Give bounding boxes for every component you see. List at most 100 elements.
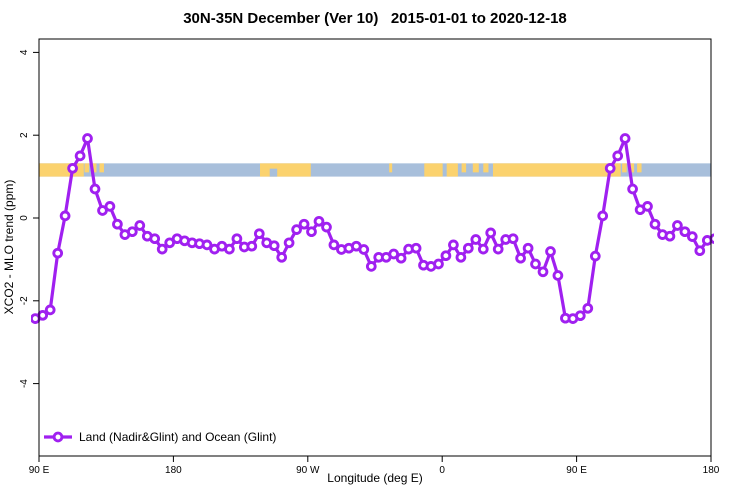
data-point [477, 243, 489, 255]
band-land-segment [446, 163, 458, 177]
data-point [537, 266, 549, 278]
data-point [440, 250, 452, 262]
x-tick-label: 90 W [296, 465, 320, 476]
data-point [358, 244, 370, 255]
data-point [455, 251, 467, 263]
data-point [522, 242, 534, 254]
data-point [552, 270, 564, 281]
data-point [126, 226, 138, 238]
band-land-speckle [483, 163, 489, 173]
series-layer [31, 133, 714, 324]
data-point [545, 246, 556, 257]
band-land-speckle [622, 163, 627, 173]
x-tick-label: 180 [703, 465, 720, 476]
data-point [253, 228, 265, 240]
data-point [612, 150, 624, 162]
band-land-segment [492, 163, 621, 177]
x-tick-label: 90 E [566, 465, 587, 476]
plot-frame [38, 38, 712, 457]
data-point [395, 252, 407, 264]
data-point [627, 183, 638, 195]
data-point [67, 162, 78, 174]
chart-title: 30N-35N December (Ver 10) 2015-01-01 to … [183, 10, 567, 27]
data-point [709, 233, 714, 245]
band-land-segment [424, 163, 443, 177]
band-land-speckle [389, 163, 393, 173]
data-point [313, 215, 325, 227]
data-point [149, 233, 161, 245]
data-point [59, 210, 71, 222]
data-point [89, 183, 101, 195]
band-land-speckle [99, 163, 104, 173]
band-land-speckle [92, 163, 97, 173]
y-tick-label: 2 [19, 132, 30, 138]
data-point [470, 234, 482, 245]
data-point [82, 133, 93, 144]
data-point [433, 258, 444, 270]
band-land-speckle [472, 163, 479, 173]
data-point [298, 218, 310, 230]
data-point [582, 302, 594, 314]
data-point [321, 221, 332, 233]
data-point [201, 239, 213, 251]
data-point [291, 224, 302, 235]
band-land-speckle [637, 163, 642, 173]
axes-layer: 90 E 180 90 W 0 90 E 180 -4 -2 0 2 4 [19, 38, 720, 476]
band-land-speckle [84, 163, 90, 173]
data-point [52, 247, 64, 259]
data-point [276, 251, 288, 263]
data-point [694, 245, 706, 257]
data-point [462, 242, 474, 254]
data-point [597, 210, 609, 222]
data-point [365, 261, 377, 272]
data-point [672, 220, 683, 231]
data-point [268, 240, 280, 252]
data-point [485, 227, 497, 239]
band-land-speckle [629, 163, 635, 173]
data-point [642, 201, 653, 212]
y-axis-label: XCO2 - MLO trend (ppm) [2, 180, 16, 315]
data-point [530, 258, 541, 270]
band-land-segment [260, 163, 311, 177]
data-point [649, 218, 661, 230]
x-tick-label: 90 E [29, 465, 50, 476]
data-point [448, 239, 459, 251]
data-point [388, 248, 400, 260]
data-point [679, 226, 691, 238]
data-point [328, 239, 340, 251]
data-point [246, 240, 258, 252]
x-tick-label: 0 [439, 465, 445, 476]
data-point [589, 250, 601, 262]
data-point [507, 233, 519, 245]
legend: Land (Nadir&Glint) and Ocean (Glint) [44, 430, 276, 444]
data-point [619, 133, 631, 144]
data-point [231, 233, 243, 245]
y-tick-label: 0 [19, 215, 30, 221]
data-point [410, 242, 422, 254]
legend-label: Land (Nadir&Glint) and Ocean (Glint) [79, 430, 276, 444]
data-point [492, 243, 504, 255]
data-point [112, 218, 123, 230]
data-point [306, 226, 317, 238]
data-point [283, 237, 295, 249]
data-point [604, 162, 616, 174]
land-ocean-band [39, 163, 711, 177]
data-point [224, 243, 235, 255]
data-point [74, 150, 86, 162]
data-point [515, 252, 526, 264]
data-point [44, 304, 56, 316]
data-point [97, 205, 108, 216]
y-tick-label: -2 [19, 296, 30, 305]
legend-marker-sample [52, 431, 64, 443]
data-point [686, 231, 698, 242]
x-axis-label: Longitude (deg E) [327, 471, 422, 485]
data-point [156, 243, 168, 255]
data-point [134, 220, 146, 231]
data-point [664, 230, 676, 242]
data-point [104, 201, 116, 212]
y-tick-label: -4 [19, 379, 30, 388]
y-tick-label: 4 [19, 49, 30, 55]
x-tick-label: 180 [165, 465, 182, 476]
